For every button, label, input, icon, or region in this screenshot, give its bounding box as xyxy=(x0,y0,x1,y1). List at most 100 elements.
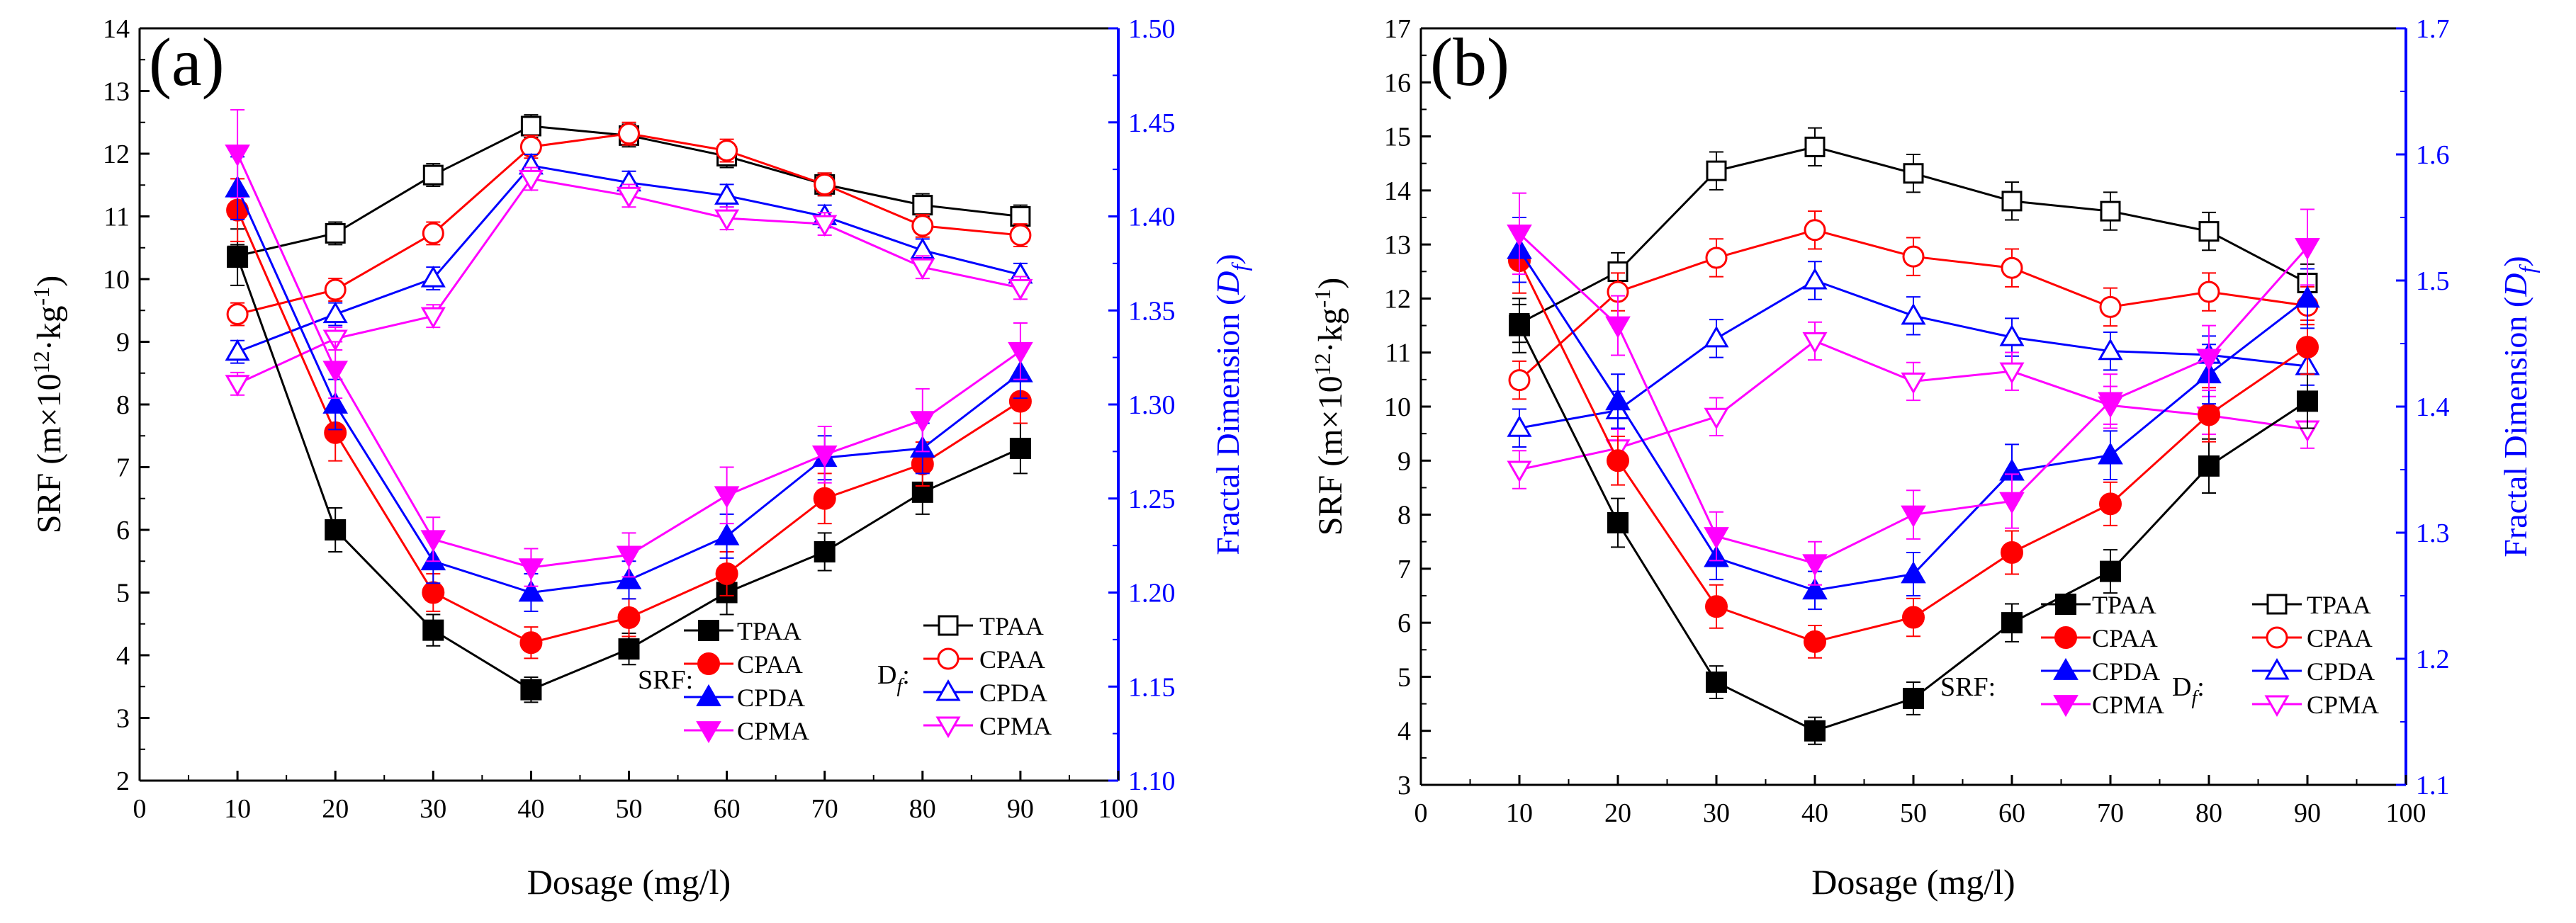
legend-marker xyxy=(2264,658,2290,680)
srf-point-cpda xyxy=(2098,442,2123,465)
legend-label: CPAA xyxy=(2307,624,2373,652)
y-right-tick-label: 1.4 xyxy=(2416,392,2450,422)
df-point-cpaa xyxy=(1508,369,1531,392)
srf-point-cpda xyxy=(616,567,642,589)
df-point-cpaa xyxy=(2198,281,2220,303)
y-left-tick-label: 5 xyxy=(116,579,130,608)
x-tick-label: 0 xyxy=(1414,798,1428,828)
legend-label: CPMA xyxy=(2307,691,2379,719)
y-right-tick-label: 1.35 xyxy=(1128,296,1176,326)
srf-line-cpma xyxy=(236,153,1021,569)
srf-point-cpma xyxy=(1605,316,1631,339)
df-point-tpaa xyxy=(2198,221,2220,242)
srf-point-tpaa xyxy=(618,638,640,660)
y-right-tick-label: 1.30 xyxy=(1128,390,1176,420)
srf-point-cpaa xyxy=(1705,595,1728,618)
srf-point-cpaa xyxy=(2198,403,2220,426)
y-left-tick-label: 16 xyxy=(1384,68,1411,98)
srf-point-cpaa xyxy=(715,562,738,585)
y-right-tick-label: 1.50 xyxy=(1128,14,1176,44)
srf-point-tpaa xyxy=(1706,672,1727,693)
srf-point-cpma xyxy=(420,530,446,553)
x-axis-title: Dosage (mg/l) xyxy=(1811,862,2015,902)
srf-point-cpma xyxy=(1802,554,1828,577)
legend-label: CPAA xyxy=(737,650,803,679)
y-left-tick-label: 11 xyxy=(103,203,130,232)
y-left-tick-label: 8 xyxy=(1397,501,1411,531)
df-point-tpaa xyxy=(1903,163,1924,184)
srf-point-cpda xyxy=(714,523,740,545)
srf-point-cpma xyxy=(1901,505,1926,528)
df-point-cpaa xyxy=(324,278,347,301)
x-tick-label: 10 xyxy=(1506,798,1533,828)
x-tick-label: 40 xyxy=(517,794,544,824)
legend-marker xyxy=(698,620,719,641)
x-tick-label: 0 xyxy=(133,794,147,824)
y-right-axis-title: Fractal Dimension (Df) xyxy=(2497,256,2540,557)
x-tick-label: 90 xyxy=(1007,794,1034,824)
x-tick-label: 40 xyxy=(1801,798,1828,828)
srf-point-cpma xyxy=(714,486,740,509)
df-point-cpda xyxy=(1901,302,1926,325)
srf-point-tpaa xyxy=(1607,512,1629,534)
df-point-cpma xyxy=(322,329,348,352)
y-left-tick-label: 17 xyxy=(1384,14,1411,44)
y-right-tick-label: 1.45 xyxy=(1128,108,1176,138)
df-point-cpaa xyxy=(1902,245,1925,268)
df-point-cpaa xyxy=(911,215,934,237)
y-right-tick-label: 1.6 xyxy=(2416,140,2450,170)
y-right-tick-label: 1.7 xyxy=(2416,14,2450,44)
legend-marker xyxy=(935,716,961,738)
srf-point-cpaa xyxy=(1902,606,1925,629)
df-point-tpaa xyxy=(2100,200,2121,222)
df-point-cpda xyxy=(225,339,250,361)
srf-point-cpma xyxy=(322,361,349,383)
y-right-tick-label: 1.1 xyxy=(2416,771,2450,800)
df-point-cpaa xyxy=(1009,224,1032,247)
y-left-tick-label: 3 xyxy=(1397,771,1411,800)
df-point-cpma xyxy=(420,307,446,329)
df-point-cpma xyxy=(1802,332,1828,354)
df-point-cpaa xyxy=(618,123,640,145)
legend: SRF: TPAA CPAA CPDA CPMA Df: TPAA CPAA CPDA CPMA xyxy=(1940,591,2379,719)
legend-df-group-label: Df: xyxy=(2172,672,2205,709)
srf-point-tpaa xyxy=(1804,720,1826,742)
df-point-tpaa xyxy=(422,164,444,186)
y-right-tick-label: 1.3 xyxy=(2416,519,2450,548)
srf-point-cpma xyxy=(1507,224,1532,247)
x-tick-label: 70 xyxy=(2097,798,2124,828)
srf-point-cpma xyxy=(909,411,935,434)
y-left-tick-label: 14 xyxy=(1384,176,1411,206)
df-series-cpma xyxy=(225,166,1033,397)
srf-point-tpaa xyxy=(227,247,249,268)
y-left-tick-label: 12 xyxy=(103,140,130,169)
srf-point-cpma xyxy=(616,545,642,568)
legend-label: CPMA xyxy=(979,712,1052,740)
df-point-cpda xyxy=(1999,324,2025,346)
srf-point-cpma xyxy=(2098,392,2123,414)
y-left-tick-label: 13 xyxy=(103,77,130,107)
df-point-cpaa xyxy=(226,303,249,326)
y-left-tick-label: 11 xyxy=(1385,339,1411,368)
panel-label: (a) xyxy=(149,24,225,100)
y-left-tick-label: 13 xyxy=(1384,230,1411,260)
x-tick-label: 100 xyxy=(1098,794,1139,824)
y-left-tick-label: 15 xyxy=(1384,123,1411,152)
df-point-cpma xyxy=(714,209,740,232)
x-tick-label: 20 xyxy=(1604,798,1631,828)
x-tick-label: 60 xyxy=(1998,798,2025,828)
srf-point-cpda xyxy=(2295,285,2320,308)
x-tick-label: 10 xyxy=(224,794,251,824)
legend-label: CPAA xyxy=(979,645,1045,674)
legend-marker xyxy=(2054,626,2077,649)
srf-point-cpaa xyxy=(813,487,836,510)
srf-point-cpda xyxy=(1605,388,1631,411)
y-left-tick-label: 12 xyxy=(1384,284,1411,314)
x-tick-label: 30 xyxy=(1703,798,1730,828)
srf-point-cpma xyxy=(1008,341,1033,364)
df-point-cpaa xyxy=(716,140,738,162)
srf-series-cpma xyxy=(1507,192,2320,586)
srf-point-cpaa xyxy=(2296,336,2319,359)
df-point-cpaa xyxy=(2099,295,2122,318)
